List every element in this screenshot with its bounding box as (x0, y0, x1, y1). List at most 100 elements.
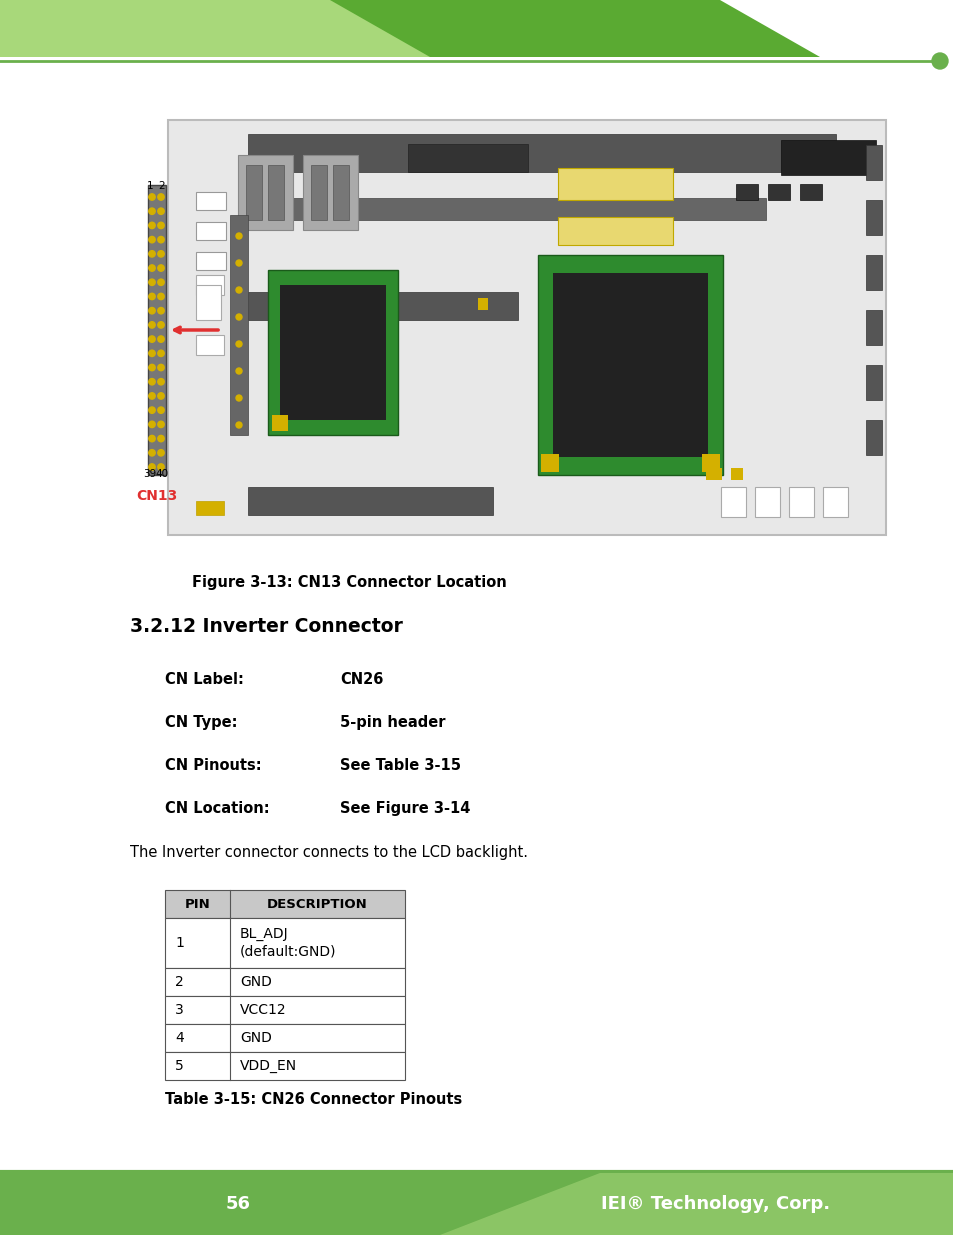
Circle shape (157, 207, 164, 215)
Bar (237, 156, 293, 230)
Bar (268, 165, 284, 220)
Bar (268, 270, 397, 435)
Circle shape (931, 53, 947, 69)
Bar (730, 468, 742, 480)
Circle shape (235, 233, 242, 240)
Bar (165, 995, 405, 1024)
Circle shape (149, 408, 155, 414)
Bar (822, 487, 847, 517)
Bar (781, 140, 875, 175)
Bar (168, 120, 885, 535)
Circle shape (157, 364, 164, 370)
Text: 40: 40 (155, 469, 169, 479)
Text: VDD_EN: VDD_EN (240, 1058, 296, 1073)
Text: 5: 5 (174, 1058, 184, 1073)
Text: See Table 3-15: See Table 3-15 (339, 758, 460, 773)
Bar (333, 165, 349, 220)
Text: PIN: PIN (185, 898, 211, 910)
Bar (701, 454, 720, 472)
Circle shape (149, 222, 155, 228)
Circle shape (157, 450, 164, 456)
Circle shape (235, 395, 242, 401)
Circle shape (157, 222, 164, 228)
Circle shape (149, 436, 155, 442)
Circle shape (157, 194, 164, 200)
Bar (720, 487, 745, 517)
Circle shape (157, 236, 164, 243)
Circle shape (149, 293, 155, 300)
Circle shape (157, 321, 164, 329)
Bar (865, 310, 882, 345)
Bar (165, 968, 405, 995)
Bar (865, 254, 882, 290)
Circle shape (157, 421, 164, 427)
Bar (195, 275, 224, 295)
Bar (408, 144, 527, 172)
Bar (303, 156, 357, 230)
Text: 2: 2 (174, 974, 184, 989)
Bar (537, 254, 722, 475)
Polygon shape (439, 1173, 953, 1235)
Circle shape (149, 464, 155, 471)
Circle shape (149, 336, 155, 342)
Text: 3: 3 (174, 1003, 184, 1016)
Circle shape (235, 287, 242, 293)
Bar (0, 1173, 953, 1235)
Circle shape (157, 350, 164, 357)
Bar (553, 273, 707, 457)
Bar (195, 222, 226, 240)
Bar (865, 366, 882, 400)
Bar (558, 168, 672, 200)
Bar (735, 184, 758, 200)
Bar (477, 298, 488, 310)
Circle shape (157, 393, 164, 399)
Bar (865, 420, 882, 454)
Bar (195, 191, 226, 210)
Circle shape (157, 308, 164, 314)
Circle shape (149, 194, 155, 200)
Text: 3.2.12 Inverter Connector: 3.2.12 Inverter Connector (130, 618, 402, 636)
Circle shape (149, 236, 155, 243)
Bar (754, 487, 780, 517)
Text: The Inverter connector connects to the LCD backlight.: The Inverter connector connects to the L… (130, 845, 527, 860)
Bar (865, 144, 882, 180)
Bar (540, 454, 558, 472)
Circle shape (149, 251, 155, 257)
Circle shape (157, 379, 164, 385)
Text: DESCRIPTION: DESCRIPTION (267, 898, 368, 910)
Circle shape (157, 336, 164, 342)
Bar (248, 487, 493, 515)
Text: See Figure 3-14: See Figure 3-14 (339, 802, 470, 816)
Text: CN Location:: CN Location: (165, 802, 270, 816)
Circle shape (235, 341, 242, 347)
Circle shape (235, 422, 242, 429)
Text: 1: 1 (174, 936, 184, 950)
Bar (767, 184, 789, 200)
Circle shape (157, 293, 164, 300)
Circle shape (149, 264, 155, 272)
Bar (248, 291, 517, 320)
Text: CN26: CN26 (339, 672, 383, 687)
Text: 4: 4 (174, 1031, 184, 1045)
Bar (148, 185, 166, 475)
Text: 56: 56 (225, 1195, 251, 1213)
Text: 39: 39 (143, 469, 156, 479)
Text: VCC12: VCC12 (240, 1003, 286, 1016)
Circle shape (157, 279, 164, 285)
Bar (280, 285, 386, 420)
Bar (248, 135, 835, 172)
Bar (311, 165, 327, 220)
Circle shape (149, 393, 155, 399)
Bar (195, 501, 224, 515)
Bar (195, 252, 226, 270)
Circle shape (157, 464, 164, 471)
Bar (195, 285, 221, 320)
Circle shape (149, 308, 155, 314)
Bar (705, 468, 721, 480)
Circle shape (149, 207, 155, 215)
Bar (165, 1052, 405, 1079)
Circle shape (235, 314, 242, 320)
Bar (865, 200, 882, 235)
Circle shape (149, 421, 155, 427)
Text: BL_ADJ
(default:GND): BL_ADJ (default:GND) (240, 927, 336, 958)
